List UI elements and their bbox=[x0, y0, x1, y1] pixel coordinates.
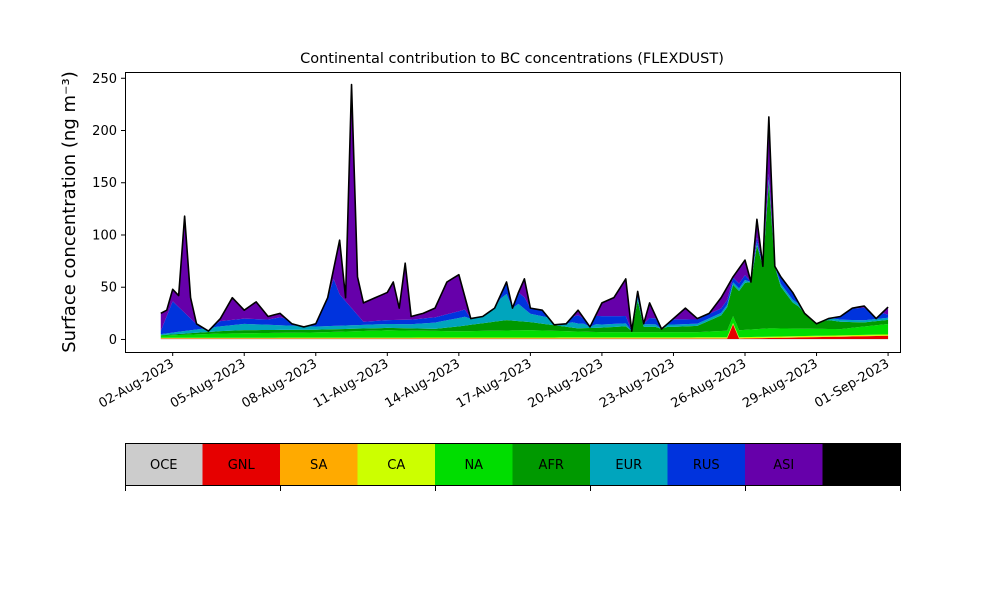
colorbar-swatch-rus bbox=[667, 443, 746, 485]
y-axis-label: Surface concentration (ng m⁻³) bbox=[59, 71, 80, 353]
colorbar-swatch-na bbox=[435, 443, 513, 485]
area-ca bbox=[160, 322, 889, 339]
colorbar-label-asi: ASI bbox=[773, 458, 794, 473]
total-line-group bbox=[160, 83, 889, 332]
y-tick-label: 100 bbox=[92, 228, 117, 243]
colorbar-label-ca: CA bbox=[387, 458, 405, 473]
colorbar-swatch-sa bbox=[280, 443, 358, 485]
x-tick-label: 11-Aug-2023 bbox=[311, 356, 391, 411]
y-tick-label: 250 bbox=[92, 72, 117, 87]
colorbar-label-rus: RUS bbox=[693, 458, 720, 473]
x-tick-label: 08-Aug-2023 bbox=[239, 356, 319, 411]
x-tick-label: 26-Aug-2023 bbox=[669, 356, 749, 411]
x-tick-label: 29-Aug-2023 bbox=[740, 356, 820, 411]
colorbar-swatch-oce bbox=[125, 443, 203, 485]
colorbar-label-na: NA bbox=[464, 458, 483, 473]
total-line bbox=[160, 83, 889, 332]
area-sa bbox=[160, 324, 889, 339]
stacked-areas bbox=[160, 84, 889, 340]
x-tick-label: 23-Aug-2023 bbox=[597, 356, 677, 411]
y-tick-label: 150 bbox=[92, 176, 117, 191]
x-axis: 02-Aug-202305-Aug-202308-Aug-202311-Aug-… bbox=[96, 352, 892, 412]
plot-frame bbox=[125, 72, 901, 353]
x-tick-label: 02-Aug-2023 bbox=[96, 356, 176, 411]
colorbar-frame bbox=[125, 443, 901, 486]
chart-title: Continental contribution to BC concentra… bbox=[300, 51, 724, 67]
y-tick-label: 200 bbox=[92, 124, 117, 139]
x-tick-label: 01-Sep-2023 bbox=[812, 356, 892, 411]
x-tick-label: 05-Aug-2023 bbox=[168, 356, 248, 411]
colorbar-label-eur: EUR bbox=[615, 458, 642, 473]
area-gnl bbox=[160, 324, 889, 339]
colorbar-label-aus: AUS bbox=[848, 458, 875, 473]
colorbar: OCE GNL SA CA NA AFR EUR RUS ASI AUS bbox=[125, 443, 901, 491]
x-tick-label: 17-Aug-2023 bbox=[454, 356, 534, 411]
colorbar-swatch-eur bbox=[590, 443, 668, 485]
area-na bbox=[160, 316, 889, 338]
area-oce bbox=[160, 338, 889, 340]
colorbar-label-sa: SA bbox=[310, 458, 327, 473]
y-axis: 0 50 100 150 200 250 bbox=[92, 72, 125, 348]
x-tick-label: 14-Aug-2023 bbox=[383, 356, 463, 411]
y-tick-label: 0 bbox=[109, 333, 117, 348]
colorbar-swatch-asi bbox=[745, 443, 823, 485]
colorbar-swatch-afr bbox=[512, 443, 591, 485]
colorbar-swatch-gnl bbox=[202, 443, 281, 485]
colorbar-label-oce: OCE bbox=[150, 458, 178, 473]
colorbar-swatch-ca bbox=[357, 443, 436, 485]
y-tick-label: 50 bbox=[100, 281, 117, 296]
area-rus bbox=[160, 173, 889, 335]
colorbar-swatch-aus bbox=[822, 443, 901, 485]
colorbar-label-gnl: GNL bbox=[228, 458, 256, 473]
x-tick-label: 20-Aug-2023 bbox=[526, 356, 606, 411]
colorbar-label-afr: AFR bbox=[539, 458, 564, 473]
